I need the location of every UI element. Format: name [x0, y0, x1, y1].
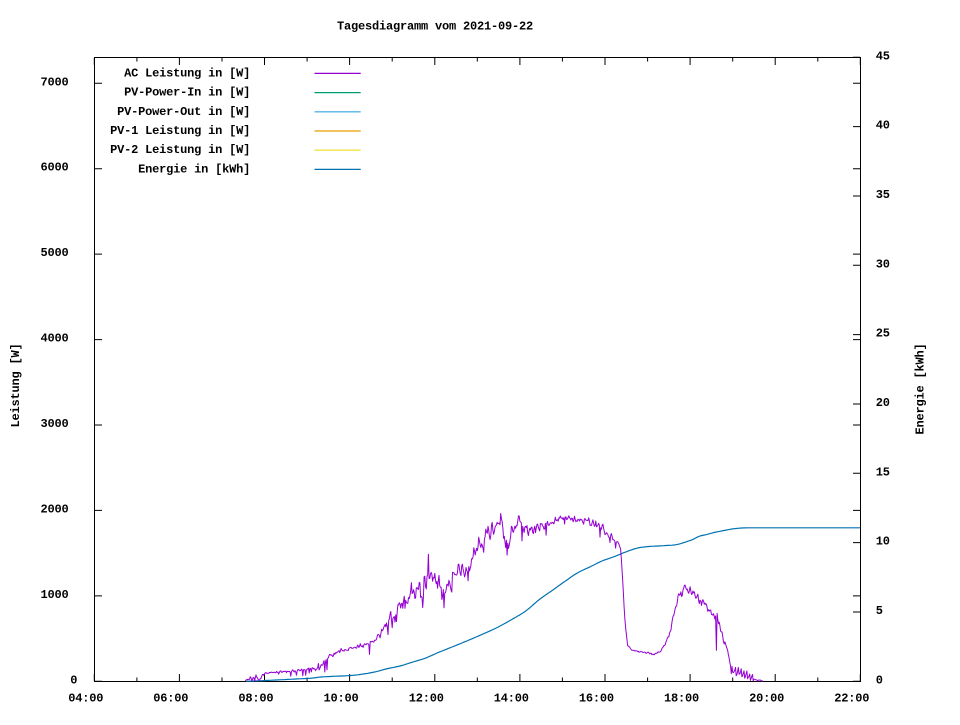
svg-text:2000: 2000: [40, 502, 68, 516]
svg-text:25: 25: [876, 327, 890, 341]
svg-text:45: 45: [876, 49, 890, 63]
svg-text:6000: 6000: [40, 161, 68, 175]
svg-text:Energie in [kWh]: Energie in [kWh]: [138, 162, 250, 176]
svg-text:04:00: 04:00: [68, 692, 103, 706]
svg-text:40: 40: [876, 119, 890, 133]
svg-text:PV-1 Leistung in [W]: PV-1 Leistung in [W]: [110, 124, 250, 138]
svg-text:4000: 4000: [40, 332, 68, 346]
svg-text:10: 10: [876, 535, 890, 549]
svg-text:30: 30: [876, 257, 890, 271]
svg-text:35: 35: [876, 188, 890, 202]
svg-text:20:00: 20:00: [749, 692, 784, 706]
svg-text:PV-2 Leistung in [W]: PV-2 Leistung in [W]: [110, 143, 250, 157]
svg-text:PV-Power-In in [W]: PV-Power-In in [W]: [124, 86, 250, 100]
svg-text:Energie [kWh]: Energie [kWh]: [914, 343, 928, 434]
svg-text:10:00: 10:00: [323, 692, 358, 706]
svg-text:16:00: 16:00: [579, 692, 614, 706]
svg-text:5000: 5000: [40, 246, 68, 260]
svg-text:14:00: 14:00: [494, 692, 529, 706]
svg-text:5: 5: [876, 604, 883, 618]
svg-text:3000: 3000: [40, 417, 68, 431]
svg-text:AC Leistung in [W]: AC Leistung in [W]: [124, 66, 250, 80]
svg-text:0: 0: [876, 673, 883, 687]
svg-text:Tagesdiagramm vom 2021-09-22: Tagesdiagramm vom 2021-09-22: [337, 20, 533, 34]
svg-text:20: 20: [876, 396, 890, 410]
svg-text:12:00: 12:00: [409, 692, 444, 706]
svg-text:06:00: 06:00: [153, 692, 188, 706]
svg-text:Leistung [W]: Leistung [W]: [9, 343, 23, 427]
svg-text:0: 0: [70, 673, 77, 687]
svg-text:PV-Power-Out in [W]: PV-Power-Out in [W]: [117, 105, 250, 119]
svg-text:22:00: 22:00: [834, 692, 869, 706]
svg-text:08:00: 08:00: [238, 692, 273, 706]
svg-text:7000: 7000: [40, 75, 68, 89]
svg-text:18:00: 18:00: [664, 692, 699, 706]
svg-text:15: 15: [876, 465, 890, 479]
svg-text:1000: 1000: [40, 588, 68, 602]
